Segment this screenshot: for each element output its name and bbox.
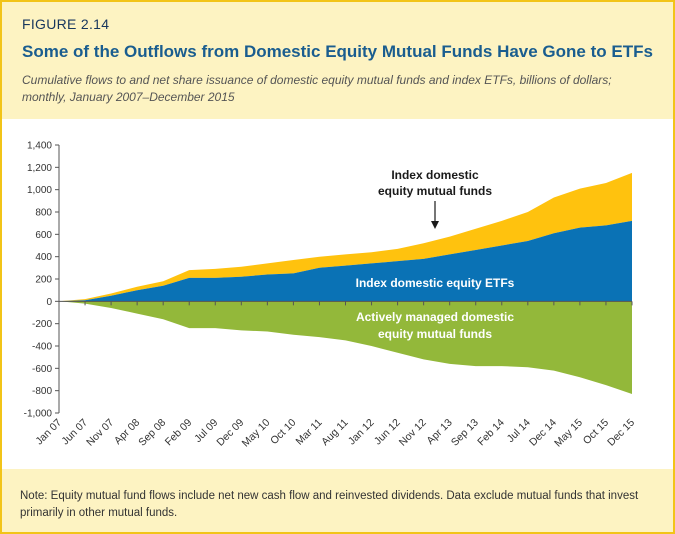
annotation-index-mutual-funds-line2: equity mutual funds [378,184,492,198]
series-index-etfs-area [59,220,632,302]
x-tick-label: Nov 07 [84,417,116,449]
x-tick-label: Jan 07 [33,417,64,448]
x-tick-label: Dec 15 [605,417,637,449]
series-active-mutual-funds-area [59,301,632,394]
y-tick-label: -800 [32,386,52,397]
annotation-arrow-head [431,221,439,229]
figure-header: FIGURE 2.14 Some of the Outflows from Do… [2,2,673,119]
y-tick-label: 600 [35,230,52,241]
x-tick-label: Jan 12 [346,417,377,448]
x-tick-label: Mar 11 [294,417,325,448]
series-index-mutual-funds-area [59,172,632,302]
y-tick-label: -1,000 [24,409,53,420]
x-tick-label: Nov 12 [397,417,429,449]
y-tick-label: 1,000 [27,185,52,196]
chart-area: -1,000 -800 -600 -400 -200 0 200 400 600 800 1,000… [2,119,673,469]
y-tick-label: -600 [32,364,52,375]
x-tick-label: May 10 [240,417,273,450]
figure-title: Some of the Outflows from Domestic Equit… [22,42,653,61]
label-active-mutual-funds: Actively managed domestic [356,310,514,324]
y-tick-label: 800 [35,208,52,219]
figure-subtitle: Cumulative flows to and net share issuan… [22,73,612,104]
y-tick-label: -200 [32,319,52,330]
note-area: Note: Equity mutual fund flows include n… [2,469,673,532]
figure-label: FIGURE 2.14 [22,16,110,32]
x-tick-label: Aug 11 [319,417,351,449]
y-tick-label: 1,200 [27,163,52,174]
y-tick-label: 200 [35,275,52,286]
y-tick-label: 400 [35,252,52,263]
x-tick-label: Feb 14 [475,417,507,449]
y-tick-label: -400 [32,342,52,353]
figure-note: Note: Equity mutual fund flows include n… [20,490,639,519]
area-chart: -1,000 -800 -600 -400 -200 0 200 400 600 800 1,000… [24,141,638,450]
label-active-mutual-funds-line2: equity mutual funds [378,327,492,341]
y-tick-label: 0 [46,297,52,308]
x-tick-label: May 15 [552,417,585,450]
annotation-index-mutual-funds: Index domestic [391,168,479,182]
x-tick-label: Sep 13 [449,417,481,449]
x-tick-label: Oct 10 [268,417,298,447]
label-index-etfs: Index domestic equity ETFs [356,276,515,290]
y-tick-label: 1,400 [27,141,52,152]
x-tick-label: Feb 09 [163,417,195,449]
x-tick-label: Sep 08 [136,417,168,449]
